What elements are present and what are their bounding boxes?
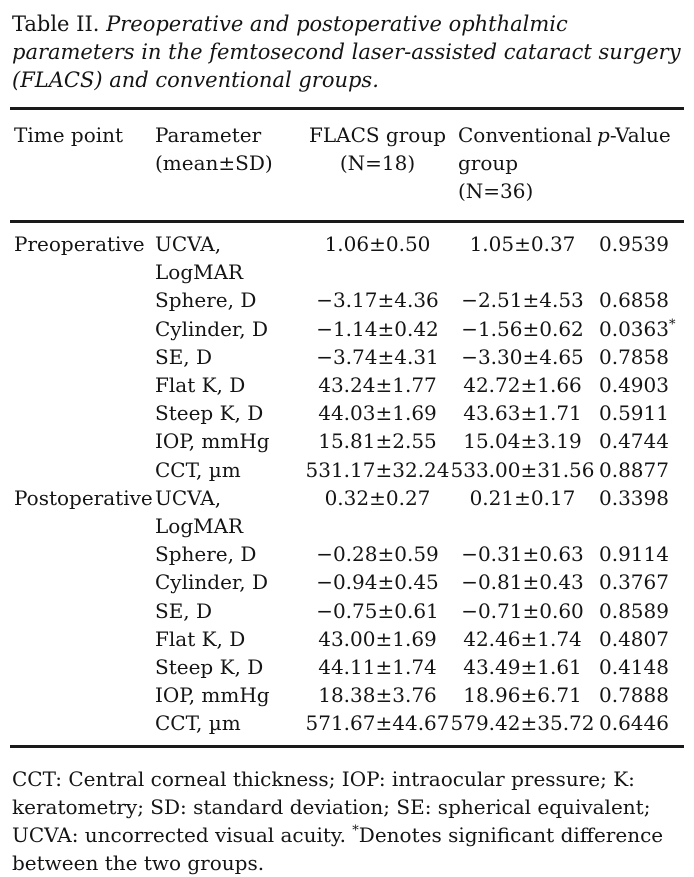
flacs-value-cell: 18.38±3.76: [318, 683, 437, 708]
time-point-cell-postoperative: Postoperative: [14, 485, 153, 510]
parameter-cell: Steep K, D: [155, 401, 264, 426]
table-row: Steep K, D 44.11±1.74 43.49±1.61 0.4148: [10, 653, 684, 681]
table-row: Sphere, D −3.17±4.36 −2.51±4.53 0.6858: [10, 286, 684, 314]
p-value-cell: 0.9114: [599, 542, 669, 567]
parameter-cell: UCVA, LogMAR: [155, 232, 244, 285]
table-row: IOP, mmHg 18.38±3.76 18.96±6.71 0.7888: [10, 681, 684, 709]
table-row: Postoperative UCVA, LogMAR 0.32±0.27 0.2…: [10, 484, 684, 540]
p-value-cell: 0.3767: [599, 570, 669, 595]
conventional-value-cell: 43.63±1.71: [463, 401, 582, 426]
table-caption: Table II. Preoperative and postoperative…: [10, 8, 684, 94]
flacs-value-cell: 43.00±1.69: [318, 626, 437, 651]
flacs-value-cell: −1.14±0.42: [316, 316, 439, 341]
col-header-parameter: Parameter (mean±SD): [155, 108, 305, 223]
p-value-cell: 0.6446: [599, 711, 669, 736]
p-value-cell: 0.9539: [599, 232, 669, 256]
p-value-cell: 0.7888: [599, 683, 669, 708]
flacs-value-cell: −0.28±0.59: [316, 542, 439, 567]
table-row: Cylinder, D −1.14±0.42 −1.56±0.62 0.0363…: [10, 315, 684, 343]
flacs-value-cell: 44.03±1.69: [318, 401, 437, 426]
conventional-value-cell: 18.96±6.71: [463, 683, 582, 708]
flacs-value-cell: 1.06±0.50: [324, 232, 431, 256]
p-value-cell: 0.8877: [599, 457, 669, 482]
conventional-value-cell: 42.46±1.74: [463, 626, 582, 651]
col-header-time-point: Time point: [10, 108, 155, 223]
flacs-value-cell: 571.67±44.67: [305, 711, 450, 736]
p-value-cell: 0.4807: [599, 626, 669, 651]
table-row: Steep K, D 44.03±1.69 43.63±1.71 0.5911: [10, 399, 684, 427]
flacs-value-cell: 0.32±0.27: [324, 485, 431, 510]
conventional-value-cell: −2.51±4.53: [461, 288, 584, 313]
table-header: Time point Parameter (mean±SD) FLACS grou…: [10, 108, 684, 223]
parameter-cell: IOP, mmHg: [155, 429, 270, 454]
conventional-value-cell: −3.30±4.65: [461, 344, 584, 369]
conventional-value-cell: 42.72±1.66: [463, 373, 582, 398]
col-header-p-value: p-Value: [595, 108, 684, 223]
table-row: SE, D −3.74±4.31 −3.30±4.65 0.7858: [10, 343, 684, 371]
p-value-cell: 0.8589: [599, 598, 669, 623]
parameter-cell: Sphere, D: [155, 542, 257, 567]
table-row: IOP, mmHg 15.81±2.55 15.04±3.19 0.4744: [10, 427, 684, 455]
table-row: Cylinder, D −0.94±0.45 −0.81±0.43 0.3767: [10, 568, 684, 596]
parameter-cell: SE, D: [155, 598, 213, 623]
parameter-cell: SE, D: [155, 344, 213, 369]
table-row: Flat K, D 43.00±1.69 42.46±1.74 0.4807: [10, 625, 684, 653]
flacs-value-cell: 44.11±1.74: [318, 655, 437, 680]
conventional-value-cell: 43.49±1.61: [463, 655, 582, 680]
p-value-cell: 0.4903: [599, 373, 669, 398]
parameter-cell: CCT, µm: [155, 711, 241, 736]
conventional-value-cell: −0.81±0.43: [461, 570, 584, 595]
table-footnote: CCT: Central corneal thickness; IOP: int…: [10, 765, 684, 877]
time-point-cell-preoperative: Preoperative: [14, 232, 145, 256]
conventional-value-cell: 579.42±35.72: [450, 711, 595, 736]
conventional-value-cell: −1.56±0.62: [461, 316, 584, 341]
significance-asterisk: *: [668, 316, 676, 332]
parameter-cell: IOP, mmHg: [155, 683, 270, 708]
table-label: Table II.: [12, 12, 100, 36]
p-value-cell: 0.5911: [599, 401, 669, 426]
conventional-value-cell: 0.21±0.17: [469, 485, 576, 510]
parameter-cell: Cylinder, D: [155, 570, 269, 595]
conventional-value-cell: 533.00±31.56: [450, 457, 595, 482]
table-row: Preoperative UCVA, LogMAR 1.06±0.50 1.05…: [10, 222, 684, 287]
p-value-cell: 0.6858: [599, 288, 669, 313]
flacs-value-cell: −3.17±4.36: [316, 288, 439, 313]
header-row: Time point Parameter (mean±SD) FLACS grou…: [10, 108, 684, 223]
flacs-value-cell: 531.17±32.24: [305, 457, 450, 482]
table-caption-text: Preoperative and postoperative ophthalmi…: [12, 12, 681, 92]
flacs-value-cell: −0.75±0.61: [316, 598, 439, 623]
flacs-value-cell: −0.94±0.45: [316, 570, 439, 595]
conventional-value-cell: 15.04±3.19: [463, 429, 582, 454]
parameter-cell: Flat K, D: [155, 626, 246, 651]
parameter-cell: Sphere, D: [155, 288, 257, 313]
p-value-cell: 0.4148: [599, 655, 669, 680]
p-value-cell: 0.3398: [599, 485, 669, 510]
conventional-value-cell: −0.71±0.60: [461, 598, 584, 623]
table-row: Flat K, D 43.24±1.77 42.72±1.66 0.4903: [10, 371, 684, 399]
parameter-cell: CCT, µm: [155, 457, 241, 482]
table-body: Preoperative UCVA, LogMAR 1.06±0.50 1.05…: [10, 222, 684, 747]
conventional-value-cell: 1.05±0.37: [469, 232, 576, 256]
flacs-value-cell: 43.24±1.77: [318, 373, 437, 398]
table-row: SE, D −0.75±0.61 −0.71±0.60 0.8589: [10, 597, 684, 625]
parameter-cell: Steep K, D: [155, 655, 264, 680]
conventional-value-cell: −0.31±0.63: [461, 542, 584, 567]
parameter-cell: Cylinder, D: [155, 316, 269, 341]
ophthalmic-parameters-table: Time point Parameter (mean±SD) FLACS grou…: [10, 107, 684, 748]
parameter-cell: Flat K, D: [155, 373, 246, 398]
flacs-value-cell: 15.81±2.55: [318, 429, 437, 454]
table-row: CCT, µm 571.67±44.67 579.42±35.72 0.6446: [10, 709, 684, 746]
parameter-cell: UCVA, LogMAR: [155, 485, 244, 539]
col-header-flacs-group: FLACS group (N=18): [305, 108, 450, 223]
p-value-cell: 0.4744: [599, 429, 669, 454]
col-header-conventional-group: Conventional group (N=36): [450, 108, 595, 223]
table-row: CCT, µm 531.17±32.24 533.00±31.56 0.8877: [10, 456, 684, 484]
p-value-cell: 0.7858: [599, 344, 669, 369]
p-value-cell: 0.0363*: [599, 316, 676, 341]
table-row: Sphere, D −0.28±0.59 −0.31±0.63 0.9114: [10, 540, 684, 568]
flacs-value-cell: −3.74±4.31: [316, 344, 439, 369]
